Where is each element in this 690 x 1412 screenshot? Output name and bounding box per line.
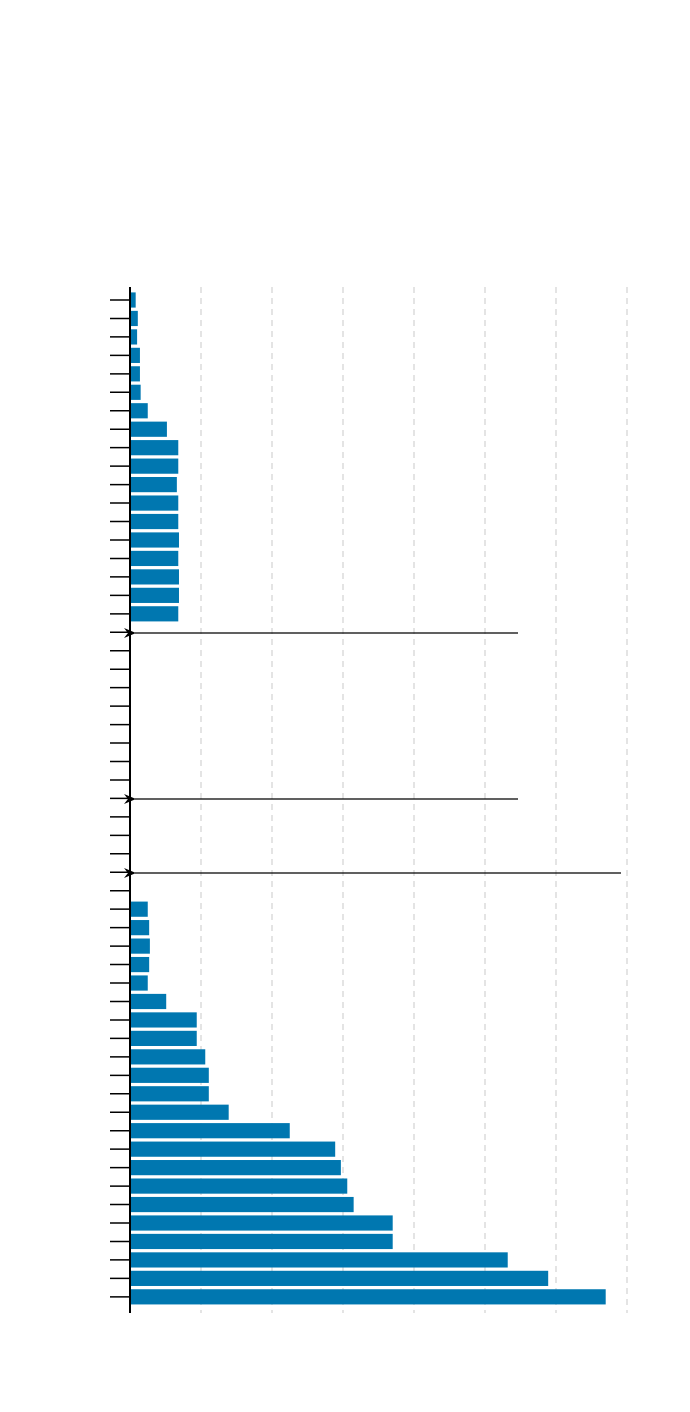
bar: [130, 1270, 549, 1286]
bar: [130, 956, 150, 973]
bar: [130, 310, 138, 327]
bars: [130, 292, 606, 1305]
bar: [130, 1141, 336, 1157]
bar: [130, 993, 167, 1010]
bar: [130, 495, 179, 511]
bar: [130, 347, 140, 363]
bar: [130, 606, 179, 622]
bar: [130, 403, 148, 419]
bar: [130, 292, 136, 308]
bar: [130, 587, 179, 603]
bar: [130, 1049, 206, 1065]
bar: [130, 421, 167, 437]
bar: [130, 938, 150, 954]
bar: [130, 1086, 209, 1102]
bar: [130, 901, 148, 917]
bar: [130, 550, 179, 567]
bar: [130, 1196, 354, 1213]
bar: [130, 532, 179, 548]
bar: [130, 1289, 606, 1305]
bar: [130, 458, 179, 474]
bar: [130, 1067, 209, 1083]
bar: [130, 384, 141, 400]
bar: [130, 329, 138, 345]
bar: [130, 1178, 348, 1194]
bar: [130, 1030, 197, 1046]
bar: [130, 1160, 341, 1176]
bar: [130, 920, 150, 936]
bar: [130, 1104, 229, 1120]
bar: [130, 477, 177, 493]
bar: [130, 975, 148, 991]
ticks: [110, 299, 130, 1298]
bar: [130, 1233, 393, 1250]
bar: [130, 440, 179, 456]
bar: [130, 1012, 197, 1028]
bar: [130, 1252, 508, 1268]
bar: [130, 569, 179, 585]
bar: [130, 1123, 290, 1139]
grid: [129, 287, 628, 1313]
bar: [130, 366, 140, 382]
bar: [130, 513, 179, 530]
bar: [130, 1215, 393, 1231]
